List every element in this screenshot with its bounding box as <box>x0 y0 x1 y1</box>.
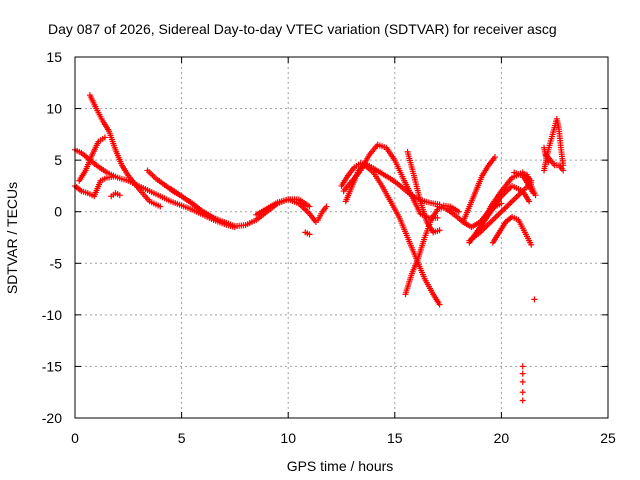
series-track-17 <box>460 154 499 226</box>
x-tick-label: 25 <box>600 430 616 446</box>
data-point <box>492 154 499 161</box>
grid <box>75 57 608 418</box>
series-track-8 <box>253 196 319 226</box>
y-tick-label: -5 <box>50 255 63 271</box>
axis-ticks: 0 5 10 15 20 25 15 10 5 0 -5 -10 -15 -20 <box>42 49 616 446</box>
y-axis-label: SDTVAR / TECUs <box>4 182 20 294</box>
data-point <box>101 134 108 141</box>
x-tick-label: 20 <box>494 430 510 446</box>
series-track-28 <box>541 144 552 166</box>
y-tick-label: 15 <box>46 49 62 65</box>
data-point <box>526 198 533 205</box>
data-point <box>455 208 462 215</box>
data-point <box>545 159 552 166</box>
data-point <box>436 227 443 234</box>
series-track-23 <box>523 171 539 199</box>
data-point <box>519 389 526 396</box>
data-point <box>110 173 117 180</box>
data-point <box>323 203 330 210</box>
data-point <box>116 192 123 199</box>
series-track-15 <box>402 202 462 298</box>
x-tick-label: 5 <box>178 430 186 446</box>
data-point <box>436 301 443 308</box>
data-point <box>519 397 526 404</box>
series-track-2 <box>72 173 117 200</box>
series-track-27 <box>543 151 567 174</box>
data-point <box>528 241 535 248</box>
data-point <box>532 192 539 199</box>
x-tick-label: 10 <box>280 430 296 446</box>
y-tick-label: -10 <box>42 307 62 323</box>
series-track-10 <box>315 203 330 223</box>
data-point <box>519 370 526 377</box>
data-point <box>531 296 538 303</box>
plot-frame <box>74 56 609 419</box>
series-track-7 <box>108 190 123 200</box>
data-point <box>519 378 526 385</box>
y-tick-label: 10 <box>46 101 62 117</box>
data-point <box>306 231 313 238</box>
series-track-21 <box>489 213 535 248</box>
y-tick-label: 5 <box>54 152 62 168</box>
data-point <box>306 203 313 210</box>
chart-title: Day 087 of 2026, Sidereal Day-to-day VTE… <box>48 21 557 37</box>
x-tick-label: 0 <box>71 430 79 446</box>
series-track-4 <box>76 134 108 184</box>
x-tick-label: 15 <box>387 430 403 446</box>
data-point <box>560 167 567 174</box>
y-tick-label: -20 <box>42 410 62 426</box>
data-points <box>72 92 567 404</box>
data-point <box>519 363 526 370</box>
series-track-25 <box>519 363 526 404</box>
series-track-14 <box>404 148 443 236</box>
y-tick-label: 0 <box>54 204 62 220</box>
series-track-9 <box>302 229 313 238</box>
data-point <box>434 214 441 221</box>
y-tick-label: -15 <box>42 358 62 374</box>
series-track-3 <box>86 92 164 210</box>
series-track-24 <box>531 296 538 303</box>
x-axis-label: GPS time / hours <box>287 458 394 474</box>
data-point <box>157 203 164 210</box>
